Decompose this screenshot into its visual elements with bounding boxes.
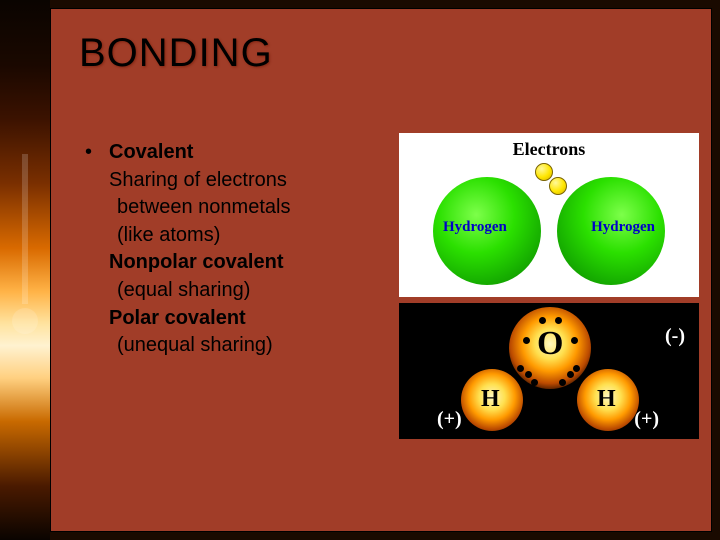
bond-electron-dot: [517, 365, 524, 372]
figure-water-polar: O H H (-) (+) (+): [399, 303, 699, 439]
bond-electron-dot: [555, 317, 562, 324]
body-text-block: • Covalent Sharing of electrons between …: [85, 139, 375, 360]
bond-electron-dot: [567, 371, 574, 378]
item-covalent: Covalent: [109, 139, 193, 167]
charge-pos-left: (+): [437, 408, 462, 431]
bond-electron-dot: [573, 365, 580, 372]
electron-dot-icon: [549, 177, 567, 195]
bond-electron-dot: [559, 379, 566, 386]
figures-column: Electrons Hydrogen Hydrogen O H H (-) (+…: [399, 133, 699, 445]
bond-electron-dot: [531, 379, 538, 386]
hydrogen-label-left: Hydrogen: [443, 219, 507, 236]
slide-container: BONDING • Covalent Sharing of electrons …: [50, 8, 712, 532]
electrons-label: Electrons: [399, 139, 699, 160]
bond-electron-dot: [539, 317, 546, 324]
item-sharing-line2: between nonmetals: [117, 194, 375, 222]
charge-neg: (-): [665, 325, 685, 348]
item-nonpolar-line2: (equal sharing): [117, 277, 375, 305]
bond-electron-dot: [523, 337, 530, 344]
hydrogen-symbol-right: H: [597, 386, 616, 413]
hydrogen-label-right: Hydrogen: [591, 219, 655, 236]
item-sharing-line1: Sharing of electrons: [109, 167, 375, 195]
figure-hydrogen-molecule: Electrons Hydrogen Hydrogen: [399, 133, 699, 297]
item-nonpolar-line1: Nonpolar covalent: [109, 249, 375, 277]
item-sharing-line3: (like atoms): [117, 222, 375, 250]
item-polar-line1: Polar covalent: [109, 305, 375, 333]
oxygen-symbol: O: [537, 325, 563, 363]
bond-electron-dot: [571, 337, 578, 344]
bond-electron-dot: [525, 371, 532, 378]
flask-silhouette: [14, 154, 36, 334]
bullet-icon: •: [85, 139, 109, 167]
charge-pos-right: (+): [634, 408, 659, 431]
hydrogen-symbol-left: H: [481, 386, 500, 413]
electron-dot-icon: [535, 163, 553, 181]
slide-title: BONDING: [79, 31, 273, 76]
item-polar-line2: (unequal sharing): [117, 332, 375, 360]
sidebar-gradient: [0, 0, 50, 540]
